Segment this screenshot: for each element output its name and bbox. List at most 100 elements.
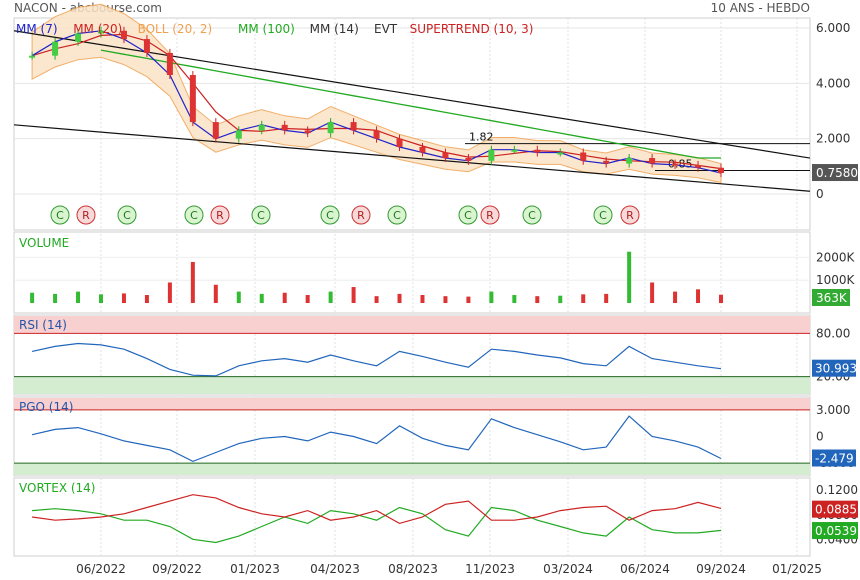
price-y-tick: 0 bbox=[816, 187, 824, 201]
candle-body bbox=[258, 124, 265, 131]
rsi-panel-frame bbox=[13, 314, 811, 396]
volume-bar bbox=[443, 296, 448, 303]
annotation-085: 0.85 bbox=[668, 157, 693, 170]
volume-bar bbox=[650, 282, 655, 303]
volume-bar bbox=[30, 292, 35, 303]
volume-bar bbox=[144, 295, 149, 303]
signal-c-icon bbox=[117, 205, 137, 225]
signal-label: C bbox=[393, 209, 401, 222]
signal-c-icon bbox=[458, 205, 478, 225]
signal-label: C bbox=[257, 209, 265, 222]
volume-bar bbox=[397, 293, 402, 303]
vortex-title: VORTEX (14) bbox=[19, 481, 96, 495]
rsi-oversold-zone bbox=[14, 376, 810, 394]
volume-bar bbox=[213, 284, 218, 303]
x-tick-label: 11/2023 bbox=[465, 562, 515, 576]
signal-c-icon bbox=[184, 205, 204, 225]
rsi-y-tick: 80.00 bbox=[816, 326, 850, 340]
period-label: 10 ANS - HEBDO bbox=[710, 1, 810, 15]
volume-bar bbox=[581, 294, 586, 303]
vortex-green-tag bbox=[812, 522, 858, 540]
bollinger-band bbox=[31, 3, 722, 184]
volume-bar bbox=[558, 295, 563, 303]
signal-label: C bbox=[326, 209, 334, 222]
signal-label: R bbox=[82, 209, 90, 222]
legend-item: EVT bbox=[374, 22, 398, 36]
vortex-plus-line bbox=[32, 506, 722, 544]
candle-body bbox=[327, 122, 334, 134]
price-y-tick: 4.000 bbox=[816, 76, 850, 90]
signal-r-icon bbox=[351, 205, 371, 225]
price-panel-frame bbox=[13, 17, 811, 231]
candle-body bbox=[557, 152, 564, 155]
volume-bar bbox=[374, 296, 379, 303]
rsi-line bbox=[31, 342, 722, 377]
volume-bar bbox=[420, 295, 425, 303]
signal-c-icon bbox=[387, 205, 407, 225]
volume-bar bbox=[190, 261, 195, 303]
pgo-y-tick: 0 bbox=[816, 430, 824, 444]
signal-label: C bbox=[599, 209, 607, 222]
candle-body bbox=[511, 149, 518, 152]
candle-body bbox=[120, 30, 127, 40]
candle-body bbox=[419, 146, 426, 153]
signal-label: R bbox=[216, 209, 224, 222]
volume-bar bbox=[76, 291, 81, 303]
x-tick-label: 03/2024 bbox=[543, 562, 593, 576]
candle-body bbox=[98, 30, 104, 34]
legend-item: BOLL (20, 2) bbox=[138, 22, 213, 36]
signal-label: C bbox=[528, 209, 536, 222]
vortex-red-value: 0.0885 bbox=[815, 503, 857, 517]
pgo-panel-frame bbox=[13, 396, 811, 477]
candle-body bbox=[235, 130, 242, 139]
volume-last-value: 363K bbox=[816, 291, 848, 305]
mm100-line bbox=[100, 49, 721, 159]
candle-body bbox=[603, 160, 610, 164]
rsi-overbought-zone bbox=[14, 316, 810, 334]
candle-body bbox=[212, 122, 219, 139]
candle-body bbox=[442, 152, 449, 159]
rsi-last-value: 30.993 bbox=[815, 362, 857, 376]
volume-bar bbox=[236, 291, 241, 303]
annotation-182: 1.82 bbox=[469, 131, 494, 144]
signal-r-icon bbox=[480, 205, 500, 225]
candle-body bbox=[373, 130, 380, 139]
pgo-y-tick: 3.000 bbox=[816, 403, 850, 417]
vortex-panel-frame bbox=[13, 477, 811, 557]
candle-body bbox=[166, 52, 173, 76]
volume-title: VOLUME bbox=[19, 236, 69, 250]
x-tick-label: 09/2022 bbox=[152, 562, 202, 576]
signal-c-icon bbox=[320, 205, 340, 225]
price-y-tick: 6.000 bbox=[816, 21, 850, 35]
candle-body bbox=[534, 149, 541, 153]
signal-r-icon bbox=[76, 205, 96, 225]
volume-bar bbox=[121, 293, 126, 303]
rsi-title: RSI (14) bbox=[19, 318, 67, 332]
candle-body bbox=[189, 75, 196, 123]
vortex-y-tick: 0.1200 bbox=[816, 483, 858, 497]
signal-label: C bbox=[464, 209, 472, 222]
trendline-lower bbox=[13, 124, 811, 192]
volume-bar bbox=[627, 251, 632, 303]
signal-c-icon bbox=[593, 205, 613, 225]
volume-bar bbox=[696, 289, 701, 303]
signal-c-icon bbox=[522, 205, 542, 225]
candle-body bbox=[649, 158, 656, 164]
candle-body bbox=[488, 149, 495, 161]
x-tick-label: 06/2022 bbox=[76, 562, 126, 576]
volume-bar bbox=[535, 296, 540, 303]
candle-body bbox=[143, 39, 150, 53]
volume-bar bbox=[305, 295, 310, 303]
candle-body bbox=[52, 41, 59, 56]
vortex-minus-line bbox=[32, 494, 722, 525]
candle-body bbox=[281, 124, 288, 131]
rsi-last-tag bbox=[812, 359, 856, 377]
volume-bar bbox=[604, 293, 609, 303]
candle-body bbox=[465, 158, 472, 161]
volume-bar bbox=[512, 295, 517, 303]
signal-label: R bbox=[626, 209, 634, 222]
candle-body bbox=[396, 138, 403, 147]
pgo-line bbox=[31, 415, 722, 463]
x-tick-label: 01/2023 bbox=[230, 562, 280, 576]
